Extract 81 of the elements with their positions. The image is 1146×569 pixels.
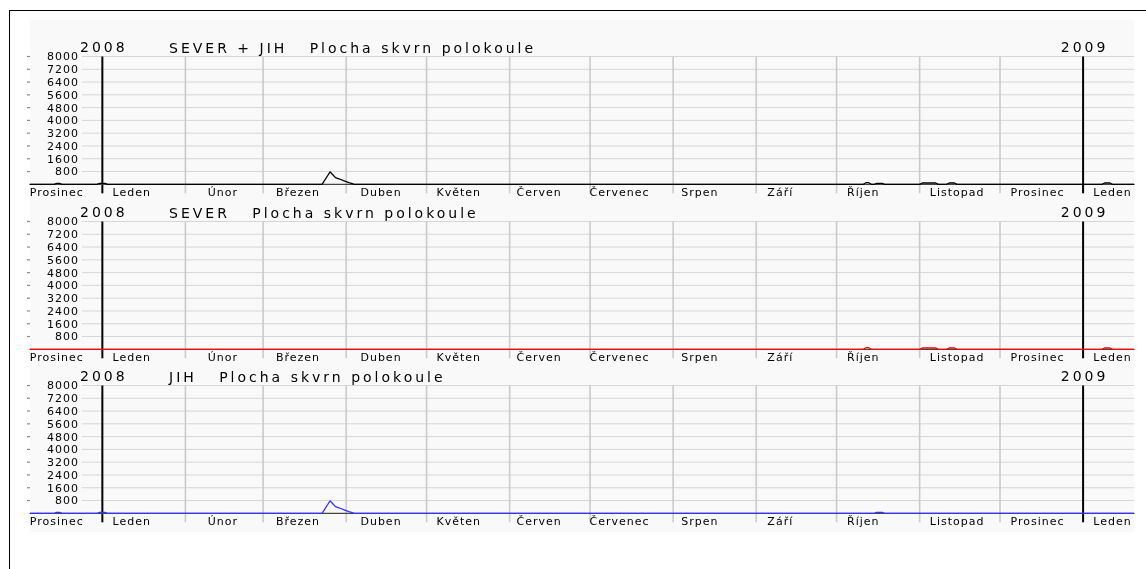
- x-tick-label: Květen: [436, 351, 482, 365]
- x-tick-label: Červenec: [589, 186, 650, 200]
- chart-title: SEVER Plocha skvrn polokoule: [169, 204, 479, 221]
- x-tick-label: Listopad: [929, 351, 985, 365]
- x-tick-label: Říjen: [847, 515, 880, 529]
- y-tick-label: 7200: [47, 63, 79, 77]
- x-tick-label: Duben: [360, 186, 402, 200]
- x-tick-label: Březen: [275, 351, 321, 365]
- x-tick-label: Září: [767, 186, 794, 200]
- x-tick-label: Únor: [207, 186, 239, 200]
- x-tick-label: Září: [767, 515, 794, 529]
- x2-tick-label: 2009: [1060, 203, 1109, 220]
- y-tick-label: 1600: [47, 317, 79, 331]
- y-tick-label: 6400: [47, 405, 79, 419]
- x-tick-label: Říjen: [847, 351, 880, 365]
- y-tick-label: 800: [55, 494, 79, 508]
- x-tick-label: Leden: [1093, 186, 1132, 200]
- x-tick-label: Prosinec: [29, 515, 84, 529]
- x-tick-label: Květen: [436, 186, 482, 200]
- x-tick-label: Květen: [436, 515, 482, 529]
- y-tick-label: 2400: [47, 468, 79, 482]
- x-tick-label: Duben: [360, 351, 402, 365]
- y-tick-label: 3200: [47, 456, 79, 470]
- x-tick-label: Leden: [112, 515, 152, 529]
- y-tick-label: 5600: [47, 88, 79, 102]
- y-tick-label: 5600: [47, 253, 79, 267]
- x-tick-label: Červen: [516, 515, 562, 529]
- x2-tick-label: 2008: [80, 38, 128, 55]
- y-tick-label: 800: [55, 165, 79, 179]
- y-tick-label: 4800: [47, 430, 79, 444]
- y-tick-label: 800: [55, 330, 79, 344]
- x-tick-label: Duben: [360, 515, 402, 529]
- x-tick-label: Prosinec: [29, 186, 84, 200]
- x-tick-label: Listopad: [929, 186, 985, 200]
- y-tick-label: 8000: [47, 215, 79, 229]
- x-tick-label: Únor: [207, 515, 239, 529]
- x-tick-label: Březen: [275, 186, 321, 200]
- x2-tick-label: 2008: [80, 203, 128, 220]
- chart-title: JIH Plocha skvrn polokoule: [168, 368, 446, 385]
- x-tick-label: Prosinec: [1010, 351, 1065, 365]
- y-tick-label: 8000: [47, 379, 79, 393]
- x-tick-label: Srpen: [681, 351, 719, 365]
- x-tick-label: Prosinec: [1010, 515, 1065, 529]
- x-tick-label: Únor: [207, 351, 239, 365]
- chart-title: SEVER + JIH Plocha skvrn polokoule: [169, 39, 537, 56]
- y-tick-label: 8000: [47, 50, 79, 64]
- x-tick-label: Prosinec: [29, 351, 84, 365]
- x-tick-label: Prosinec: [1010, 186, 1065, 200]
- x-tick-label: Březen: [275, 515, 321, 529]
- y-tick-label: 2400: [47, 139, 79, 153]
- x-tick-label: Leden: [1093, 515, 1132, 529]
- y-tick-label: 4000: [47, 279, 79, 293]
- y-tick-label: 7200: [47, 392, 79, 406]
- x-tick-label: Červenec: [589, 515, 650, 529]
- x-tick-label: Říjen: [847, 186, 880, 200]
- x-tick-label: Srpen: [681, 186, 719, 200]
- y-tick-label: 4000: [47, 443, 79, 457]
- x-tick-label: Listopad: [929, 515, 985, 529]
- y-tick-label: 4800: [47, 266, 79, 280]
- y-tick-label: 6400: [47, 241, 79, 255]
- y-tick-label: 4000: [47, 114, 79, 128]
- x-tick-label: Leden: [112, 351, 152, 365]
- x-tick-label: Srpen: [681, 515, 719, 529]
- y-tick-label: 2400: [47, 304, 79, 318]
- x-tick-label: Září: [767, 351, 794, 365]
- y-tick-label: 3200: [47, 127, 79, 141]
- y-tick-label: 5600: [47, 417, 79, 431]
- x-tick-label: Červen: [516, 351, 562, 365]
- x2-tick-label: 2008: [80, 367, 128, 384]
- y-tick-label: 6400: [47, 76, 79, 90]
- x-tick-label: Leden: [112, 186, 152, 200]
- x2-tick-label: 2009: [1060, 38, 1109, 55]
- y-tick-label: 1600: [47, 481, 79, 495]
- x-tick-label: Červenec: [589, 351, 650, 365]
- y-tick-label: 7200: [47, 228, 79, 242]
- x2-tick-label: 2009: [1060, 367, 1109, 384]
- y-tick-label: 1600: [47, 152, 79, 166]
- x-tick-label: Leden: [1093, 351, 1132, 365]
- y-tick-label: 3200: [47, 292, 79, 306]
- x-tick-label: Červen: [516, 186, 562, 200]
- y-tick-label: 4800: [47, 101, 79, 115]
